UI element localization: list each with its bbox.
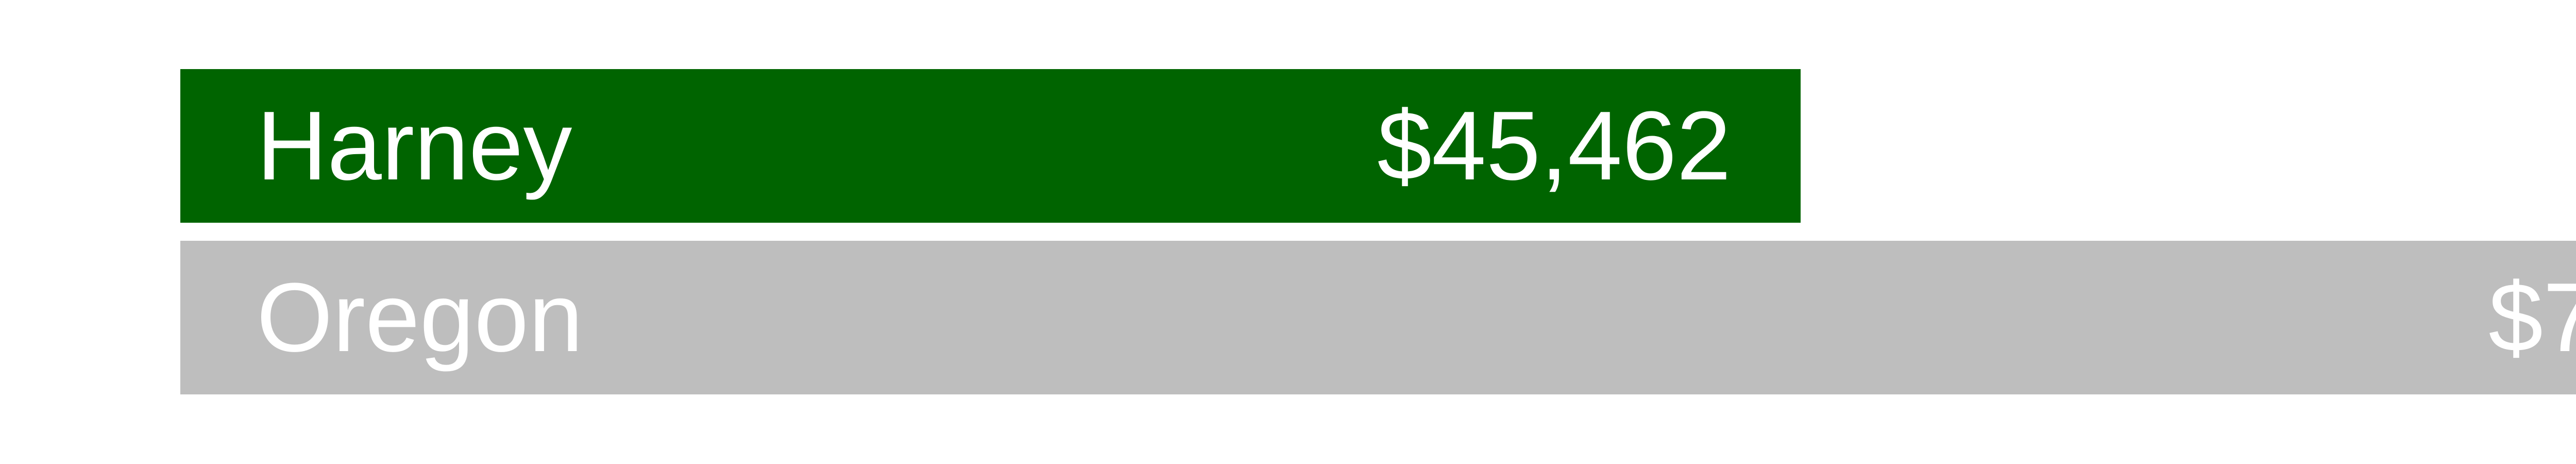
oregon-bar: Oregon $76,632 <box>180 241 2576 394</box>
oregon-bar-label: Oregon <box>257 263 583 372</box>
oregon-bar-value: $76,632 <box>2488 263 2576 372</box>
harney-bar-value: $45,462 <box>1377 91 1731 201</box>
harney-bar-label: Harney <box>257 91 572 201</box>
harney-bar: Harney $45,462 <box>180 69 1801 223</box>
